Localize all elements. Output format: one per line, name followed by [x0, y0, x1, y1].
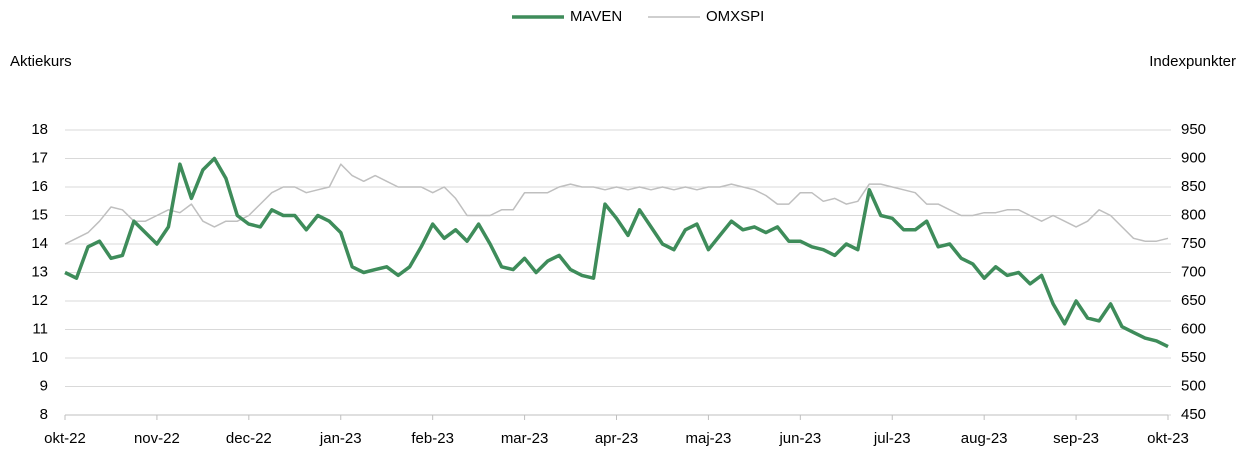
x-tick-label: jan-23: [319, 430, 362, 447]
y2-tick-label: 700: [1181, 263, 1206, 280]
x-tick-label: sep-23: [1053, 430, 1099, 447]
x-tick-label: feb-23: [411, 430, 454, 447]
y-tick-label: 9: [40, 377, 48, 394]
y2-axis-label: Indexpunkter: [1149, 53, 1236, 70]
x-tick-label: jul-23: [873, 430, 911, 447]
y-tick-label: 18: [31, 121, 48, 138]
y2-tick-label: 800: [1181, 206, 1206, 223]
x-tick-label: okt-23: [1147, 430, 1189, 447]
y-tick-label: 13: [31, 263, 48, 280]
y2-tick-label: 900: [1181, 149, 1206, 166]
y-tick-label: 17: [31, 149, 48, 166]
x-tick-label: dec-22: [226, 430, 272, 447]
legend-label: OMXSPI: [706, 8, 764, 25]
x-tick-label: apr-23: [595, 430, 638, 447]
y2-tick-label: 550: [1181, 349, 1206, 366]
line-series: [64, 163, 1169, 245]
y2-tick-label: 450: [1181, 406, 1206, 423]
x-tick-label: maj-23: [685, 430, 731, 447]
y-axis-label: Aktiekurs: [10, 53, 72, 70]
y2-tick-label: 850: [1181, 178, 1206, 195]
x-tick-label: aug-23: [961, 430, 1008, 447]
line-series: [64, 156, 1169, 349]
y2-tick-label: 750: [1181, 235, 1206, 252]
y-tick-label: 12: [31, 292, 48, 309]
y-tick-label: 14: [31, 235, 48, 252]
x-tick-label: jun-23: [778, 430, 821, 447]
y2-tick-label: 500: [1181, 377, 1206, 394]
y-tick-label: 16: [31, 178, 48, 195]
x-tick-label: nov-22: [134, 430, 180, 447]
legend-label: MAVEN: [570, 8, 622, 25]
y2-tick-label: 650: [1181, 292, 1206, 309]
x-tick-label: okt-22: [44, 430, 86, 447]
y2-tick-label: 950: [1181, 121, 1206, 138]
y-tick-label: 10: [31, 349, 48, 366]
x-tick-label: mar-23: [501, 430, 549, 447]
y2-tick-label: 600: [1181, 320, 1206, 337]
y-tick-label: 8: [40, 406, 48, 423]
y-tick-label: 11: [32, 320, 48, 337]
y-tick-label: 15: [31, 206, 48, 223]
